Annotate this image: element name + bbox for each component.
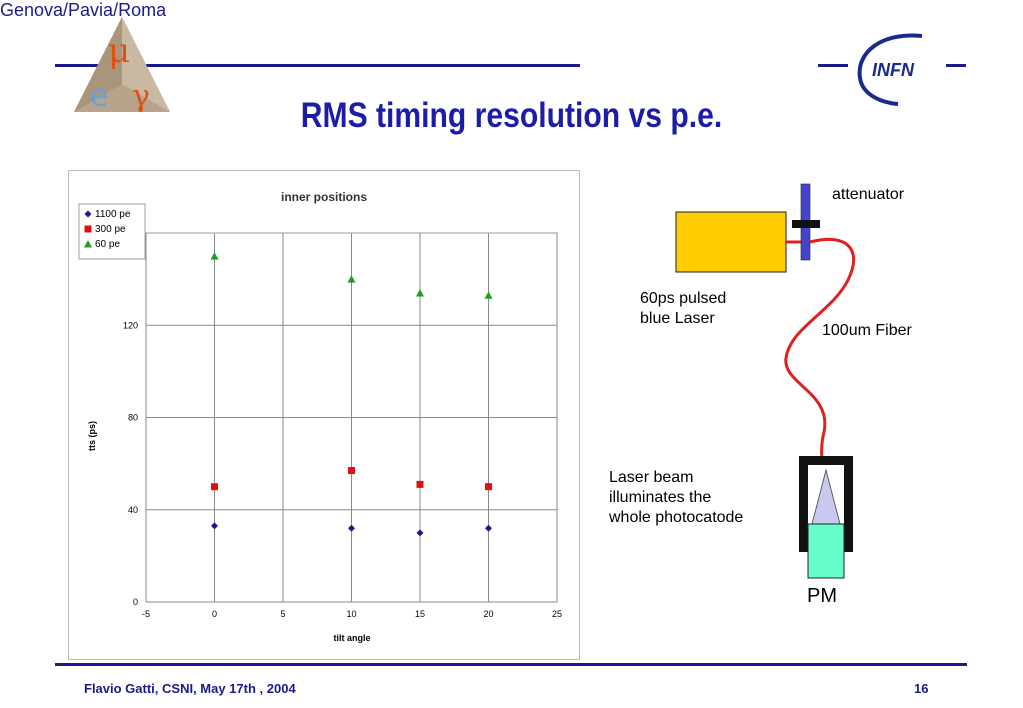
y-axis-label: tts (ps) [87, 421, 97, 451]
data-point [211, 483, 218, 491]
scatter-chart: inner positions -5 0 5 10 15 20 25 0 40 80 120 til… [78, 190, 562, 643]
setup-diagram [675, 183, 856, 579]
y-tick-label: 80 [128, 413, 138, 423]
infn-logo-text: INFN [872, 60, 915, 80]
pm-housing-right [844, 456, 853, 552]
data-point [211, 522, 218, 530]
fiber-label: 100um Fiber [822, 322, 912, 339]
logo-letter-gamma: γ [132, 79, 150, 114]
logo-letter-e: e [90, 79, 108, 114]
attenuator-label: attenuator [832, 186, 905, 203]
fiber-cable [784, 237, 856, 462]
x-tick-label: 5 [280, 609, 285, 619]
axis-ticks: -5 0 5 10 15 20 25 0 40 80 120 [123, 320, 562, 619]
legend-entry: 300 pe [95, 224, 126, 235]
x-axis-label: tilt angle [333, 633, 370, 643]
y-tick-label: 0 [133, 597, 138, 607]
pm-housing-top [799, 456, 853, 465]
data-point [347, 275, 356, 283]
page-number: 16 [914, 681, 929, 696]
infn-logo: INFN [857, 33, 923, 106]
slide-title: RMS timing resolution vs p.e. [300, 96, 723, 135]
header-rule-right [946, 64, 966, 67]
pm-label: PM [807, 585, 837, 607]
data-point [348, 467, 355, 475]
data-point [484, 291, 493, 299]
header-rule-left [55, 64, 580, 67]
footer-rule [55, 663, 967, 666]
x-tick-label: 10 [346, 609, 356, 619]
data-points [210, 252, 493, 537]
data-point [416, 288, 424, 297]
legend-marker [84, 225, 92, 233]
laser-label: 60ps pulsed blue Laser [640, 290, 727, 327]
y-tick-label: 40 [128, 505, 138, 515]
beam-label: Laser beam illuminates the whole photoca… [609, 469, 744, 526]
x-tick-label: -5 [142, 609, 150, 619]
legend-entry: 1100 pe [95, 209, 131, 220]
x-tick-label: 0 [212, 609, 217, 619]
pm-tube [807, 523, 845, 579]
attenuator-clamp [792, 220, 820, 228]
laser-box [675, 211, 787, 273]
beam-cone [811, 468, 841, 525]
legend-marker [84, 240, 92, 248]
data-point [485, 524, 492, 532]
data-point [210, 252, 219, 260]
x-tick-label: 25 [552, 609, 562, 619]
data-point [416, 480, 424, 488]
legend-marker [84, 210, 92, 218]
chart-frame: inner positions -5 0 5 10 15 20 25 0 40 80 120 til… [68, 170, 580, 660]
footer-author: Flavio Gatti, CSNI, May 17th , 2004 [84, 681, 296, 696]
chart-title: inner positions [281, 190, 367, 204]
data-point [485, 483, 492, 491]
legend-entry: 60 pe [95, 239, 120, 250]
legend: 1100 pe 300 pe 60 pe [78, 203, 146, 260]
y-tick-label: 120 [123, 320, 138, 330]
logo-letter-mu: μ [108, 31, 130, 71]
data-point [348, 524, 355, 532]
data-point [416, 529, 424, 537]
x-tick-label: 20 [483, 609, 493, 619]
meg-logo: μ e γ [74, 17, 170, 114]
header-rule-mid [818, 64, 848, 67]
x-tick-label: 15 [415, 609, 425, 619]
org-label: Genova/Pavia/Roma [0, 0, 167, 20]
pm-housing-left [799, 456, 808, 552]
